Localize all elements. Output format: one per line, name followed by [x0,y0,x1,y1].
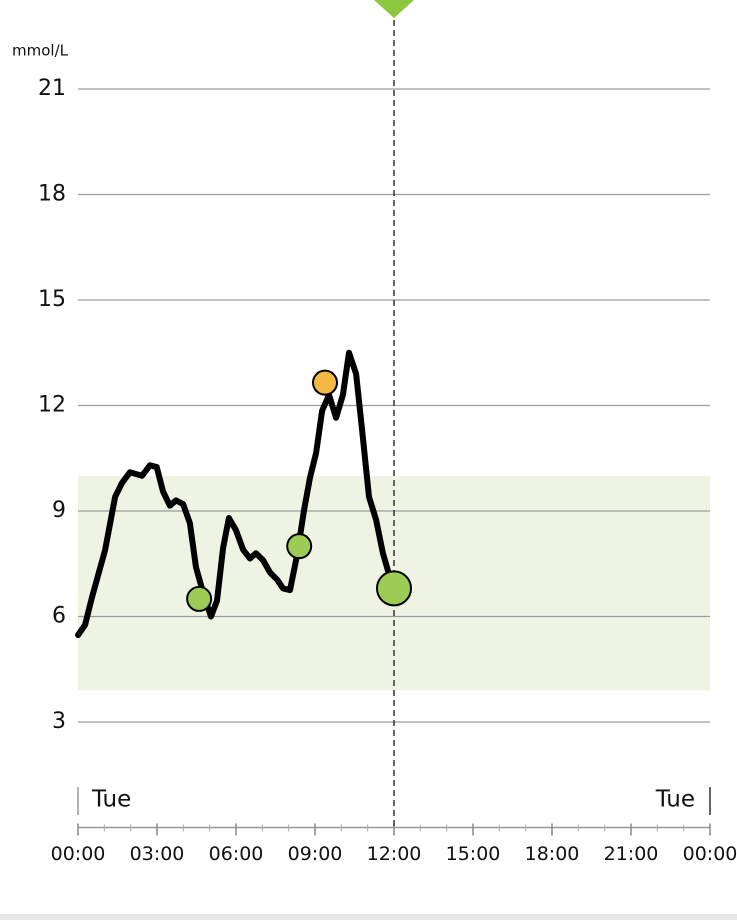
current-time-marker [374,0,414,18]
reading-marker [186,585,213,612]
bottom-bar [0,914,737,920]
y-tick-label: 9 [52,498,66,523]
y-tick-label: 3 [52,709,66,734]
day-label-start: Tue [91,787,131,813]
x-tick-label: 00:00 [51,843,106,865]
x-tick-label: 03:00 [130,843,185,865]
x-tick-label: 09:00 [288,843,343,865]
glucose-line [75,349,397,639]
y-axis-unit: mmol/L [12,42,69,60]
reading-marker [312,369,339,396]
data-layer [75,349,412,639]
y-tick-label: 21 [38,76,66,101]
x-tick-label: 06:00 [209,843,264,865]
x-tick-label: 00:00 [683,843,737,865]
y-tick-label: 12 [38,393,66,418]
y-tick-label: 18 [38,182,66,207]
grid-layer: 3 6 9 12 15 18 21 00:00 03:00 06:00 09:00 12:00 15:0… [38,0,737,865]
reading-marker [376,570,412,607]
x-tick-label: 18:00 [525,843,580,865]
y-tick-label: 15 [38,287,66,312]
x-tick-label: 15:00 [446,843,501,865]
day-label-end: Tue [655,787,695,813]
x-tick-label: 12:00 [367,843,422,865]
y-tick-label: 6 [52,604,66,629]
x-tick-label: 21:00 [604,843,659,865]
reading-marker [286,533,313,560]
